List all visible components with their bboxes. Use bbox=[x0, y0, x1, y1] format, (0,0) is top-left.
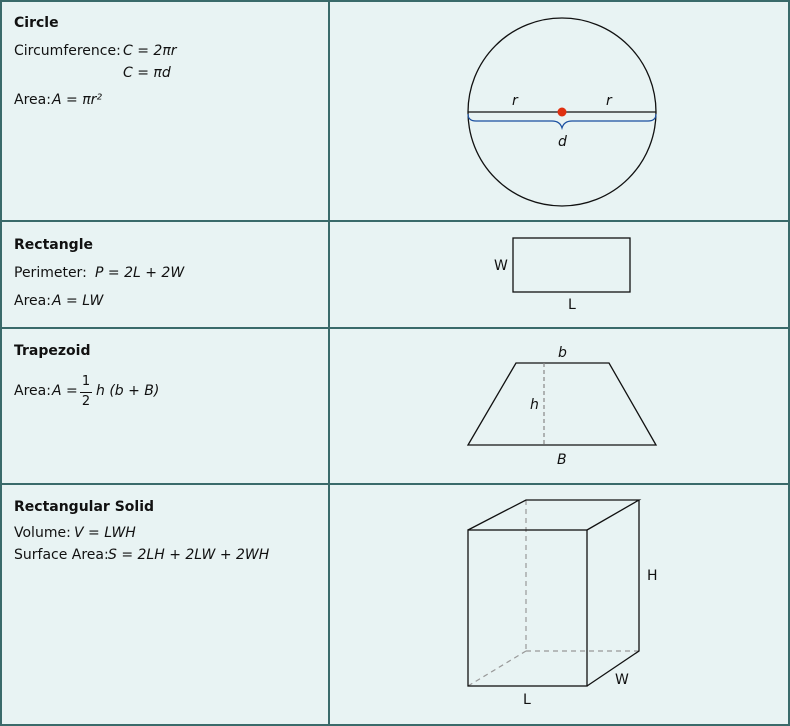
perimeter-label: Perimeter: bbox=[14, 265, 87, 281]
rectangle-length-label: L bbox=[568, 297, 576, 313]
trapezoid-title: Trapezoid bbox=[14, 343, 91, 359]
rectangle-title: Rectangle bbox=[14, 237, 93, 253]
solid-width-label: W bbox=[615, 672, 629, 688]
trapezoid-area-label: Area: bbox=[14, 383, 51, 399]
solid-right-face bbox=[586, 500, 640, 687]
rectangle-area-label: Area: bbox=[14, 293, 51, 309]
surface-area-formula: S = 2LH + 2LW + 2WH bbox=[108, 547, 270, 563]
trapezoid-text-cell bbox=[0, 327, 330, 485]
circumference-formula-2: C = πd bbox=[123, 65, 171, 81]
solid-front-face bbox=[467, 529, 588, 687]
circle-title: Circle bbox=[14, 15, 59, 31]
circle-area-label: Area: bbox=[14, 92, 51, 108]
trapezoid-height-label: h bbox=[530, 397, 539, 413]
fraction-numerator: 1 bbox=[81, 374, 91, 389]
rectangle-width-label: W bbox=[494, 258, 508, 274]
circle-area-formula: A = πr² bbox=[52, 92, 103, 108]
trapezoid-area-lhs: A = bbox=[52, 383, 78, 399]
circumference-label: Circumference: bbox=[14, 43, 121, 59]
rectangle-figure-cell bbox=[328, 220, 790, 329]
rectangle-text-cell bbox=[0, 220, 330, 329]
rectangle-shape bbox=[512, 237, 631, 293]
circle-text-cell bbox=[0, 0, 330, 222]
trapezoid-shape bbox=[466, 362, 658, 446]
solid-top-face bbox=[467, 499, 642, 531]
diameter-label: d bbox=[558, 134, 567, 150]
solid-figure-cell bbox=[328, 483, 790, 726]
fraction-bar bbox=[80, 392, 92, 393]
center-dot bbox=[557, 107, 567, 117]
volume-label: Volume: bbox=[14, 525, 71, 541]
fraction-denominator: 2 bbox=[81, 394, 91, 409]
solid-text-cell bbox=[0, 483, 330, 726]
radius-label-left: r bbox=[512, 93, 519, 109]
solid-height-label: H bbox=[647, 568, 658, 584]
circumference-formula-1: C = 2πr bbox=[123, 43, 177, 59]
trapezoid-top-label: b bbox=[558, 345, 567, 361]
radius-label-right: r bbox=[606, 93, 613, 109]
trapezoid-figure-cell bbox=[328, 327, 790, 485]
circle-figure-cell bbox=[328, 0, 790, 222]
perimeter-formula: P = 2L + 2W bbox=[95, 265, 185, 281]
hidden-edge-diagonal bbox=[467, 650, 527, 687]
solid-title: Rectangular Solid bbox=[14, 499, 155, 515]
trapezoid-area-rhs: h (b + B) bbox=[96, 383, 160, 399]
trapezoid-base-label: B bbox=[557, 452, 567, 468]
surface-area-label: Surface Area: bbox=[14, 547, 109, 563]
solid-length-label: L bbox=[523, 692, 531, 708]
diameter-brace bbox=[467, 113, 657, 131]
volume-formula: V = LWH bbox=[74, 525, 136, 541]
rectangle-area-formula: A = LW bbox=[52, 293, 104, 309]
